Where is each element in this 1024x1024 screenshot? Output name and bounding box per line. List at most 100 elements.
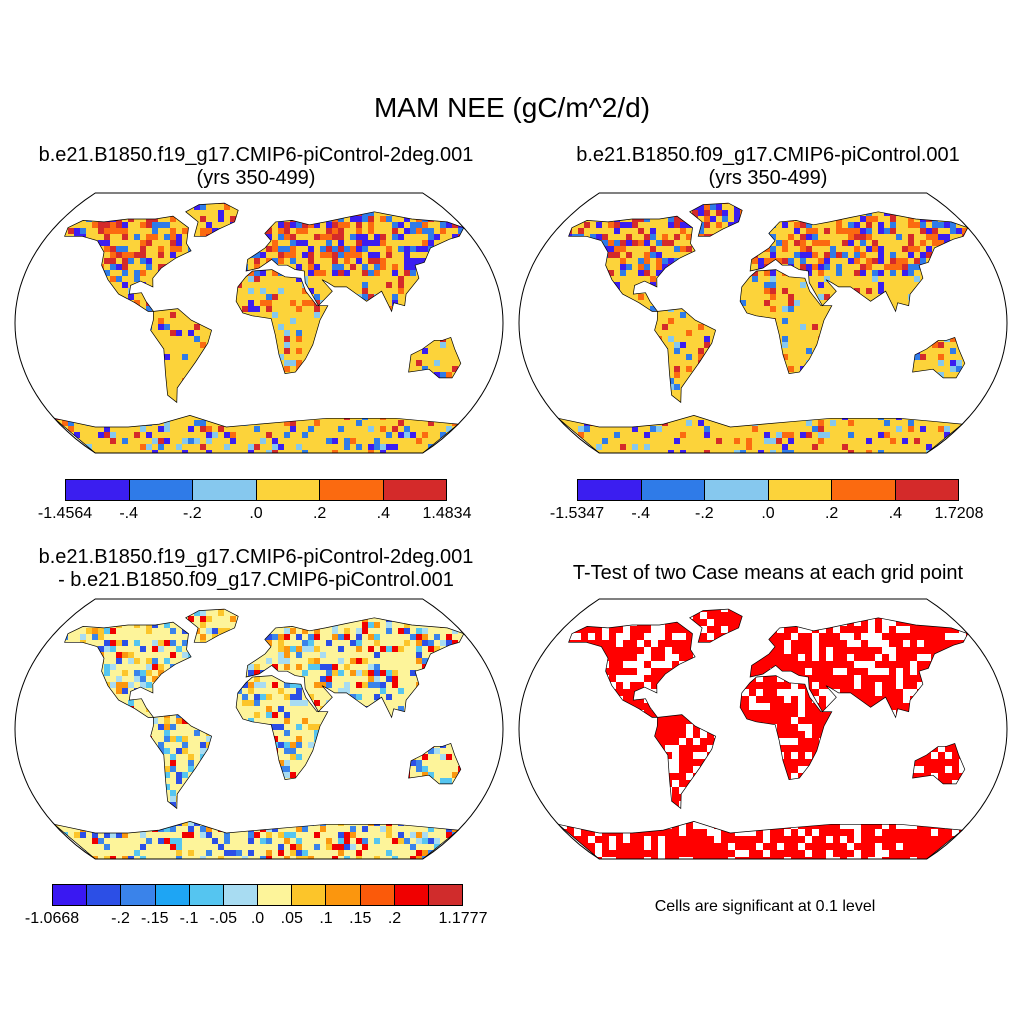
colorbar-box <box>121 885 156 905</box>
colorbar-label: -.2 <box>694 505 714 522</box>
panel-title-line1: b.e21.B1850.f19_g17.CMIP6-piControl-2deg… <box>38 546 474 568</box>
panel-title-top-left: b.e21.B1850.f19_g17.CMIP6-piControl-2deg… <box>0 144 512 190</box>
colorbar-labels: -1.0668 -.2 -.15 -.1 -.05 .0 .05 .1 .15 .2 1.1777 <box>25 906 488 927</box>
colorbar-box <box>394 885 429 905</box>
figure-title: MAM NEE (gC/m^2/d) <box>373 92 651 123</box>
coastline-africa <box>235 269 329 374</box>
colorbar-box <box>326 885 361 905</box>
colorbar-label: .0 <box>250 910 265 927</box>
coastline-samerica <box>654 308 717 404</box>
colorbar-label: .15 <box>349 910 372 927</box>
land-cells <box>54 609 464 859</box>
map-difference <box>14 598 504 860</box>
map-boundary <box>14 598 504 860</box>
coastline-greenland <box>185 608 239 643</box>
colorbar-label: -.4 <box>631 505 650 522</box>
colorbar-label: 1.7208 <box>934 505 984 522</box>
colorbar-box <box>53 885 88 905</box>
land-cells <box>558 609 968 859</box>
map-boundary <box>518 192 1008 454</box>
colorbar-label: -1.5347 <box>549 505 605 522</box>
colorbar-label: -.15 <box>140 910 169 927</box>
panel-title-line2: (yrs 350-499) <box>196 167 316 189</box>
colorbar-label: -.1 <box>179 910 199 927</box>
colorbar-box <box>360 885 395 905</box>
colorbar-box <box>256 480 320 500</box>
colorbar-box <box>258 885 293 905</box>
colorbar-case1: -1.4564 -.4 -.2 .0 .2 .4 1.4834 <box>38 479 472 522</box>
panel-title-line2: (yrs 350-499) <box>708 167 828 189</box>
colorbar-box <box>832 480 896 500</box>
world-map <box>518 192 1008 454</box>
colorbar-label: 1.1777 <box>438 910 488 927</box>
land-cells <box>558 203 968 453</box>
colorbar-label: .2 <box>312 505 327 522</box>
colorbar-case2: -1.5347 -.4 -.2 .0 .2 .4 1.7208 <box>550 479 984 522</box>
colorbar-label: 1.4834 <box>422 505 472 522</box>
colorbar-box <box>66 480 130 500</box>
coastline-greenland <box>689 202 743 237</box>
colorbar-box <box>895 480 958 500</box>
colorbar-label: .05 <box>280 910 303 927</box>
significance-note: Cells are significant at 0.1 level <box>654 898 876 915</box>
coastline-africa <box>235 675 329 780</box>
colorbar-box <box>292 885 327 905</box>
colorbar-box <box>155 885 190 905</box>
land-cells <box>54 203 464 453</box>
panel-title-bottom-left: b.e21.B1850.f19_g17.CMIP6-piControl-2deg… <box>0 546 512 592</box>
colorbar-label: .0 <box>249 505 263 522</box>
coastline-eurasia <box>245 617 465 719</box>
colorbar-box <box>189 885 224 905</box>
coastline-namerica <box>64 621 192 718</box>
colorbar-box <box>320 480 384 500</box>
coastline-greenland <box>689 608 743 643</box>
panel-title-line2: - b.e21.B1850.f09_g17.CMIP6-piControl.00… <box>58 569 454 591</box>
coastline-eurasia <box>245 211 465 313</box>
colorbar-label: -.05 <box>209 910 238 927</box>
colorbar-label: .0 <box>761 505 775 522</box>
colorbar-box <box>193 480 257 500</box>
coastline-namerica <box>568 215 696 312</box>
coastline-antarctica <box>53 821 460 860</box>
colorbar-label: .2 <box>387 910 402 927</box>
panel-title-line1: b.e21.B1850.f09_g17.CMIP6-piControl.001 <box>576 144 960 166</box>
panel-title-bottom-right: T-Test of two Case means at each grid po… <box>512 562 1024 585</box>
colorbar-box <box>383 480 446 500</box>
coastline-antarctica <box>557 415 964 454</box>
coastline-australia <box>408 742 462 785</box>
coastline-namerica <box>568 621 696 718</box>
colorbar-difference: -1.0668 -.2 -.15 -.1 -.05 .0 .05 .1 .15 .2 1.1777 <box>25 884 488 927</box>
colorbar-label: -.2 <box>111 910 130 927</box>
colorbar-boxes <box>577 479 959 501</box>
colorbar-box <box>223 885 259 905</box>
coastline-eurasia <box>749 211 969 313</box>
colorbar-box <box>578 480 642 500</box>
coastline-australia <box>408 336 462 379</box>
colorbar-labels: -1.4564 -.4 -.2 .0 .2 .4 1.4834 <box>38 501 472 522</box>
map-case2 <box>518 192 1008 454</box>
colorbar-labels: -1.5347 -.4 -.2 .0 .2 .4 1.7208 <box>550 501 984 522</box>
panel-title-line1: T-Test of two Case means at each grid po… <box>572 562 964 584</box>
colorbar-label: -1.4564 <box>37 505 93 522</box>
colorbar-box <box>768 480 832 500</box>
colorbar-label: .1 <box>319 910 333 927</box>
map-ttest <box>518 598 1008 860</box>
coastline-greenland <box>185 202 239 237</box>
colorbar-boxes <box>65 479 447 501</box>
colorbar-box <box>87 885 122 905</box>
colorbar-boxes <box>52 884 463 906</box>
coastline-antarctica <box>53 415 460 454</box>
colorbar-box <box>428 885 463 905</box>
colorbar-box <box>129 480 193 500</box>
coastline-africa <box>739 675 833 780</box>
coastline-africa <box>739 269 833 374</box>
colorbar-label: .4 <box>376 505 390 522</box>
coastline-australia <box>912 742 966 785</box>
world-map <box>14 192 504 454</box>
coastline-samerica <box>150 714 213 810</box>
coastline-samerica <box>654 714 717 810</box>
map-boundary <box>518 598 1008 860</box>
colorbar-label: -1.0668 <box>24 910 80 927</box>
colorbar-label: -.4 <box>119 505 138 522</box>
map-case1 <box>14 192 504 454</box>
